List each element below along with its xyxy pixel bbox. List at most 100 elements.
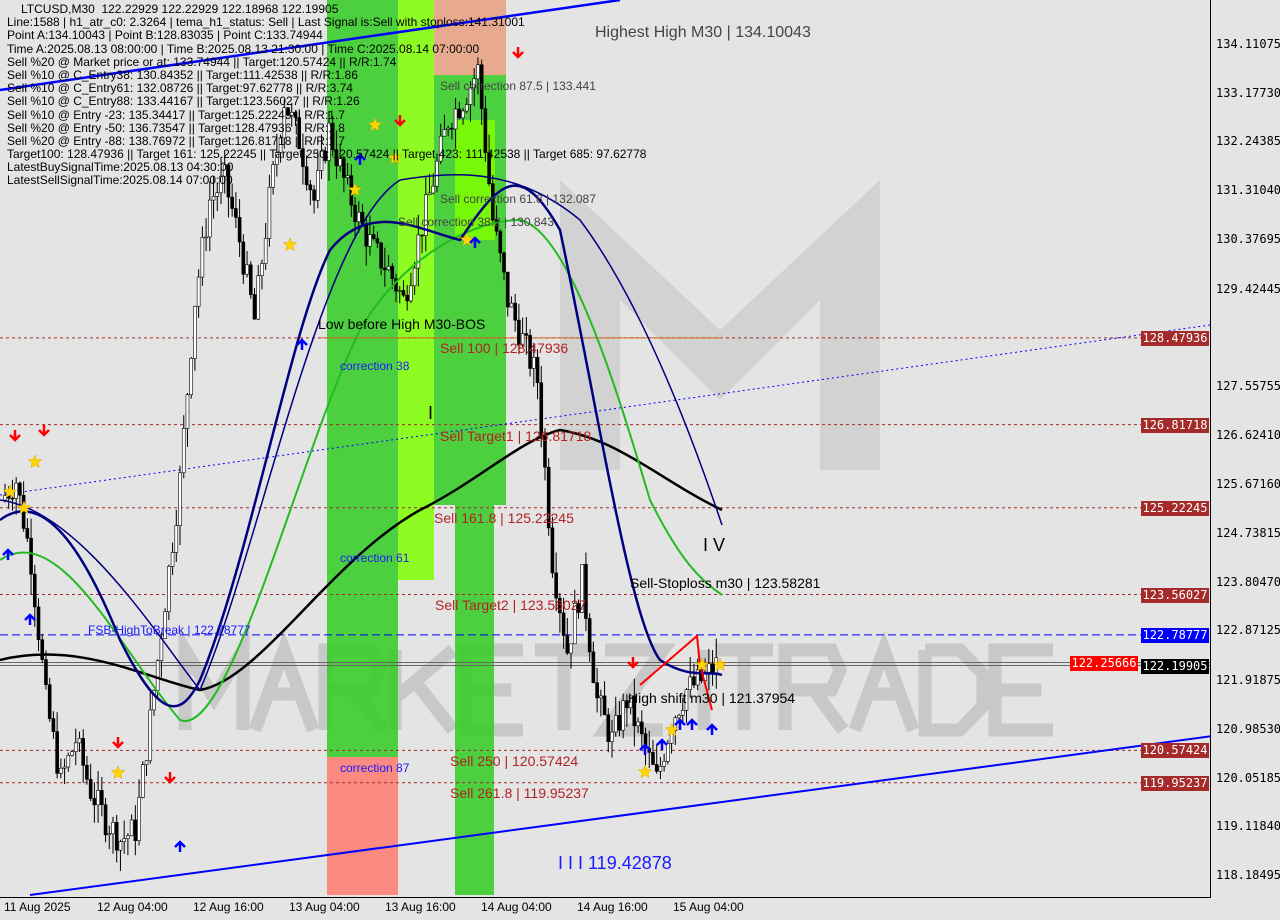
candle-body <box>178 472 182 526</box>
candle-body <box>502 252 506 273</box>
candle-body <box>219 175 223 194</box>
candle-body <box>111 822 115 835</box>
candle-body <box>405 294 409 302</box>
price-chart <box>0 0 1210 896</box>
star-icon <box>16 500 32 515</box>
candle-body <box>319 150 324 171</box>
candle-body <box>59 767 63 774</box>
highest-high-label: Highest High M30 | 134.10043 <box>595 24 811 41</box>
candle-body <box>520 333 525 346</box>
candle-body <box>144 760 149 766</box>
candle-body <box>234 208 238 218</box>
buy-arrow-icon <box>174 840 186 852</box>
candle-body <box>289 112 294 116</box>
wave-4-label: I V <box>703 535 726 555</box>
candle-body <box>77 738 82 744</box>
watermark-letter <box>388 644 459 735</box>
candle-body <box>345 175 350 178</box>
candle-body <box>36 606 41 641</box>
candle-body <box>517 319 521 346</box>
candle-body <box>286 107 290 116</box>
candle-body <box>204 236 208 239</box>
candle-body <box>632 695 637 727</box>
plot-area[interactable] <box>0 0 1211 898</box>
candle-body <box>625 700 629 709</box>
candle-body <box>29 537 33 575</box>
candle-body <box>688 676 693 690</box>
zone-rect <box>434 0 506 75</box>
candle-body <box>55 731 59 774</box>
candle-body <box>662 760 666 767</box>
candle-body <box>461 110 465 119</box>
price-tick-label: 134.11075 <box>1216 37 1280 51</box>
candle-body <box>498 230 503 254</box>
sell-arrow-icon <box>9 430 21 442</box>
candle-body <box>584 564 588 619</box>
candle-body <box>610 731 614 742</box>
candle-body <box>196 276 201 307</box>
sell-arrow-icon <box>627 657 639 669</box>
watermark-letter <box>988 643 1053 737</box>
price-tag: 122.19905 <box>1141 658 1209 674</box>
candle-body <box>278 137 283 153</box>
info-line: LatestSellSignalTime:2025.08.14 07:00:00 <box>7 173 233 188</box>
candle-body <box>654 764 659 772</box>
candle-body <box>271 164 275 188</box>
candle-body <box>241 241 246 275</box>
candle-body <box>599 695 603 699</box>
candle-body <box>535 357 540 384</box>
zone-rect <box>327 757 398 895</box>
sell-arrow-icon <box>112 737 124 749</box>
candle-body <box>327 122 331 161</box>
price-tick-label: 121.91875 <box>1216 673 1280 688</box>
candle-body <box>375 238 380 244</box>
info-line: Point A:134.10043 | Point B:128.83035 | … <box>7 28 323 43</box>
correction-61-label: correction 61 <box>340 551 410 565</box>
candle-body <box>70 751 74 756</box>
candle-body <box>189 358 193 395</box>
star-icon <box>367 117 383 132</box>
info-line: Line:1588 | h1_atr_c0: 2.3264 | tema_h1_… <box>7 15 525 30</box>
candle-body <box>509 302 514 308</box>
low-before-high-label: Low before High M30-BOS <box>318 316 486 332</box>
price-tag: 122.78777 <box>1141 627 1209 643</box>
buy-arrow-icon <box>706 723 718 735</box>
candle-body <box>397 290 402 292</box>
time-tick-label: 13 Aug 04:00 <box>289 900 360 914</box>
candle-body <box>208 199 212 238</box>
candle-body <box>96 790 100 806</box>
sell-arrow-icon <box>38 425 50 437</box>
sell-2618-label: Sell 261.8 | 119.95237 <box>450 785 589 801</box>
candle-body <box>81 738 86 766</box>
candle-body <box>167 566 171 612</box>
info-line: Sell %10 @ C_Entry88: 133.44167 || Targe… <box>7 94 360 109</box>
price-tick-label: 118.18495 <box>1216 868 1280 882</box>
star-icon <box>27 454 43 469</box>
info-panel: LTCUSD,M30 122.22929 122.22929 122.18968… <box>7 2 646 188</box>
candle-body <box>211 196 216 201</box>
price-tick-label: 132.24385 <box>1216 134 1280 149</box>
candle-body <box>617 715 622 731</box>
correction-618-label: Sell correction 61.8 | 132.087 <box>440 192 596 206</box>
candle-body <box>334 149 339 167</box>
candle-body <box>226 164 231 198</box>
sell-arrow-icon <box>394 115 406 127</box>
candle-body <box>532 357 536 369</box>
time-tick-label: 14 Aug 16:00 <box>577 900 648 914</box>
star-icon <box>387 150 403 165</box>
sell-target2-label: Sell Target2 | 123.56027 <box>435 597 587 613</box>
candle-body <box>457 108 462 119</box>
watermark-letter <box>715 643 773 730</box>
candle-body <box>513 302 517 321</box>
candle-body <box>25 528 30 539</box>
candle-body <box>379 242 383 269</box>
price-tag: 123.56027 <box>1141 587 1209 603</box>
info-line: Sell %20 @ Entry -88: 138.76972 || Targe… <box>7 133 345 148</box>
candle-body <box>32 573 37 608</box>
candle-body <box>464 104 469 112</box>
candle-body <box>200 237 205 278</box>
correction-38-label: correction 38 <box>340 359 410 373</box>
candle-body <box>353 204 357 223</box>
info-line: Sell %10 @ Entry -23: 135.34417 || Targe… <box>7 107 345 122</box>
candle-body <box>651 752 655 765</box>
